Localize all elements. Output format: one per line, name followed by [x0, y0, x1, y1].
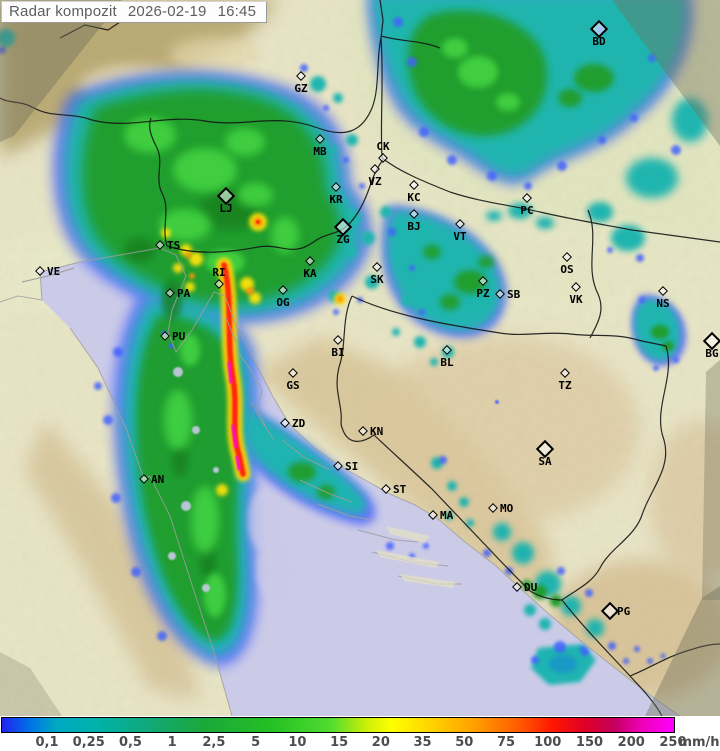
legend-value-13: 150 — [575, 735, 604, 750]
legend-value-11: 75 — [496, 735, 516, 750]
legend-unit-label: mm/h — [678, 735, 720, 750]
title-time: 16:45 — [217, 3, 257, 20]
legend-value-9: 35 — [413, 735, 432, 750]
radar-range-edge — [0, 0, 720, 716]
legend-value-2: 0,5 — [118, 735, 142, 750]
title-date: 2026-02-19 — [127, 3, 207, 20]
coastline-layer — [0, 247, 681, 716]
legend-value-14: 200 — [617, 735, 645, 750]
legend-value-15: 250 — [659, 735, 687, 750]
legend-value-3: 1 — [167, 735, 177, 750]
legend-value-7: 15 — [330, 735, 349, 750]
legend-value-10: 50 — [455, 735, 474, 750]
radar-echo-layer — [0, 0, 708, 685]
island-fill-layer — [376, 526, 456, 588]
legend-value-12: 100 — [534, 735, 562, 750]
legend-value-0: 0,1 — [35, 735, 59, 750]
legend-value-1: 0,25 — [72, 735, 105, 750]
legend-value-8: 20 — [371, 735, 390, 750]
intensity-legend: 0,1 0,25 0,5 1 2,5 5 10 15 20 35 50 75 100 150 200 250 m… — [0, 716, 720, 751]
page-title: Radar kompozit — [9, 3, 117, 20]
title-box: Radar kompozit 2026-02-19 16:45 — [1, 1, 268, 23]
legend-value-4: 2,5 — [202, 735, 226, 750]
legend-value-6: 10 — [288, 735, 307, 750]
legend-value-5: 5 — [251, 735, 261, 750]
intensity-colorbar — [1, 717, 675, 733]
border-layer — [0, 0, 720, 716]
radar-map-canvas — [0, 0, 720, 716]
